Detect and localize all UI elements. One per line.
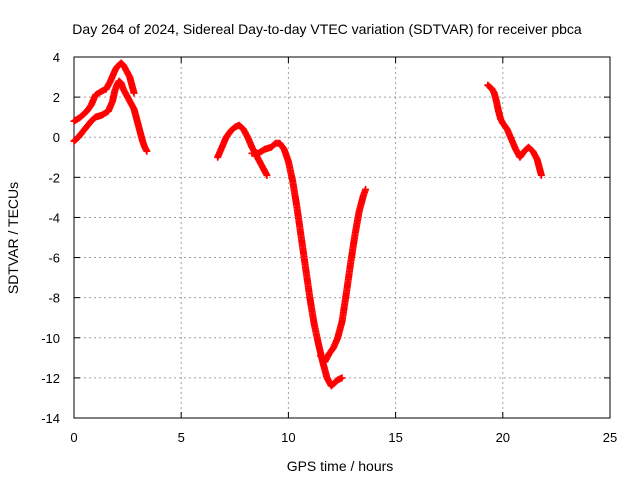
plot-frame (73, 56, 611, 419)
data-point (537, 171, 545, 179)
data-point (263, 171, 271, 179)
chart-title: Day 264 of 2024, Sidereal Day-to-day VTE… (72, 21, 582, 37)
y-tick-label: -4 (48, 210, 60, 225)
y-tick-label: -2 (48, 170, 60, 185)
y-tick-label: -10 (41, 331, 60, 346)
x-axis-label: GPS time / hours (287, 458, 394, 474)
tick-marks (73, 56, 611, 419)
data-points (70, 59, 545, 390)
y-tick-label: 2 (53, 90, 60, 105)
y-tick-label: -6 (48, 251, 60, 266)
data-point (130, 89, 138, 97)
data-point (362, 185, 370, 193)
data-point (143, 147, 151, 155)
y-tick-label: -14 (41, 411, 60, 426)
data-point (338, 374, 346, 382)
x-tick-label: 15 (388, 430, 402, 445)
grid-lines (74, 57, 610, 418)
y-tick-label: -12 (41, 371, 60, 386)
y-tick-label: 0 (53, 130, 60, 145)
x-tick-label: 25 (603, 430, 617, 445)
y-tick-label: 4 (53, 50, 60, 65)
x-tick-label: 20 (496, 430, 510, 445)
tick-labels: 0 5 10 15 20 25 -14 -12 -10 -8 -6 -4 -2 0 2 4 (41, 50, 617, 445)
x-tick-label: 0 (70, 430, 77, 445)
y-axis-label: SDTVAR / TECUs (5, 182, 21, 294)
y-tick-label: -8 (48, 291, 60, 306)
x-tick-label: 10 (281, 430, 295, 445)
x-tick-label: 5 (178, 430, 185, 445)
